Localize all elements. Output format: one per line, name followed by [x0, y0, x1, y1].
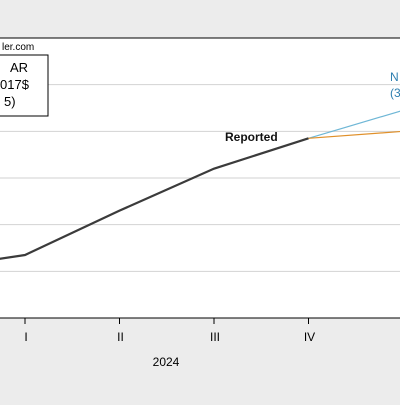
annotation-n: N	[390, 70, 399, 84]
annotation-reported: Reported	[225, 130, 278, 144]
x-tick-label: IV	[304, 330, 315, 344]
x-tick-label: III	[210, 330, 220, 344]
source-text: ler.com	[2, 42, 34, 53]
legend-line-2: 017$	[0, 77, 30, 92]
year-label: 2024	[153, 355, 180, 369]
legend-line-3: 5)	[4, 94, 16, 109]
x-tick-label: I	[24, 330, 27, 344]
legend-line-1: AR	[10, 60, 28, 75]
annotation-3: (3	[390, 86, 400, 100]
x-tick-label: II	[117, 330, 124, 344]
